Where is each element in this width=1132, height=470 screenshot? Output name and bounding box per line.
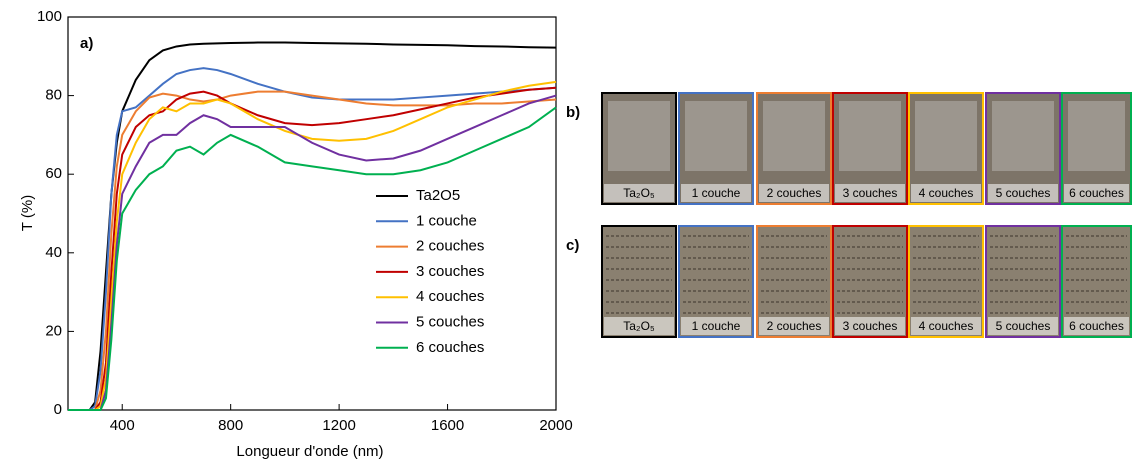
caption-bg [1064,184,1129,202]
caption-bg [681,317,751,335]
x-tick-label: 1200 [322,417,355,434]
x-axis-title: Longueur d'onde (nm) [236,443,383,460]
caption-bg [835,317,905,335]
legend-label: 3 couches [416,263,484,280]
photo-caption: 1 couche [692,319,741,333]
sample-film [685,101,747,171]
y-axis-title: T (%) [19,195,36,231]
x-tick-label: 2000 [539,417,572,434]
photo-caption: 4 couches [919,319,974,333]
photo-caption: Ta₂O₅ [623,319,655,333]
series-line [68,41,557,411]
photo-caption: 3 couches [843,186,898,200]
y-tick-label: 60 [45,165,62,182]
photo-caption: 2 couches [767,319,822,333]
plot-frame [67,16,557,411]
y-tick-label: 80 [45,87,62,104]
photo-caption: 1 couche [692,186,741,200]
photo-caption: 2 couches [767,186,822,200]
panel-label: c) [566,237,579,254]
series-line [68,106,557,411]
caption-bg [681,184,751,202]
y-tick-label: 40 [45,244,62,261]
sample-film [608,101,670,171]
panel-label: a) [80,35,93,52]
legend-label: 6 couches [416,339,484,356]
photo-caption: 4 couches [919,186,974,200]
legend-label: 5 couches [416,313,484,330]
photo-caption: Ta₂O₅ [623,186,655,200]
sample-film [763,101,825,171]
photo-caption: 6 couches [1069,186,1124,200]
legend-label: 1 couche [416,212,477,229]
photo-caption: 3 couches [843,319,898,333]
caption-bg [835,184,905,202]
series-line [68,94,557,411]
x-tick-label: 400 [110,417,135,434]
sample-film [839,101,901,171]
sample-film [915,101,977,171]
sample-film [992,101,1054,171]
y-tick-label: 100 [37,8,62,25]
caption-bg [1064,317,1129,335]
series-line [68,67,557,411]
caption-bg [604,317,674,335]
caption-bg [911,317,981,335]
photo-caption: 6 couches [1069,319,1124,333]
series-line [68,80,557,411]
y-tick-label: 0 [54,401,62,418]
caption-bg [988,317,1058,335]
series-line [68,90,557,411]
legend-label: 2 couches [416,238,484,255]
legend-label: 4 couches [416,288,484,305]
y-tick-label: 20 [45,322,62,339]
series-line [68,86,557,411]
photo-caption: 5 couches [996,319,1051,333]
caption-bg [988,184,1058,202]
caption-bg [759,184,829,202]
caption-bg [759,317,829,335]
photo-caption: 5 couches [996,186,1051,200]
x-tick-label: 1600 [431,417,464,434]
caption-bg [911,184,981,202]
sample-film [1068,101,1125,171]
panel-label: b) [566,104,580,121]
legend-label: Ta2O5 [416,187,460,204]
x-tick-label: 800 [218,417,243,434]
caption-bg [604,184,674,202]
